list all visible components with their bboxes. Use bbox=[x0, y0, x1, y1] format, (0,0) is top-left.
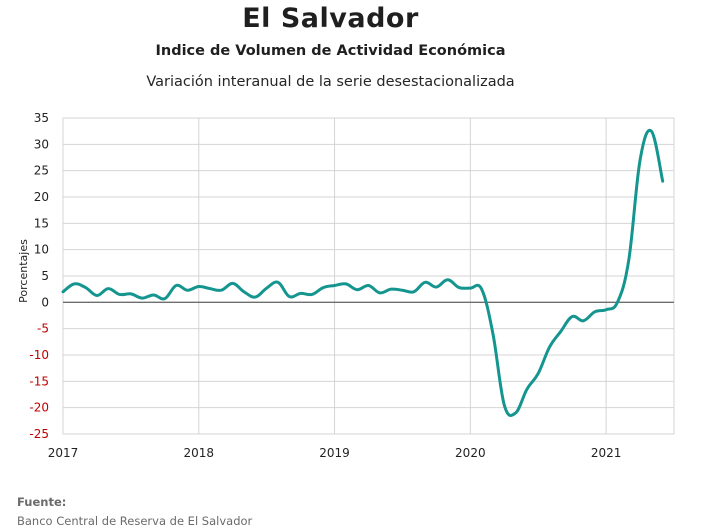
y-tick-label: 15 bbox=[34, 216, 49, 230]
axes bbox=[62, 118, 675, 435]
x-tick-label: 2020 bbox=[455, 446, 486, 460]
x-tick-label: 2017 bbox=[48, 446, 79, 460]
source-label: Fuente: bbox=[17, 495, 67, 509]
y-tick-label: 0 bbox=[41, 295, 49, 309]
grid-lines bbox=[62, 117, 674, 435]
y-axis-label: Porcentajes bbox=[17, 239, 30, 303]
source-text: Banco Central de Reserva de El Salvador bbox=[17, 514, 253, 528]
y-tick-label: 25 bbox=[34, 164, 49, 178]
tick-labels: 35 30 25 20 15 10 5 0 -5 -10 -15 -20 -25 2017 2018 2019… bbox=[29, 111, 621, 460]
series-line-0 bbox=[61, 128, 665, 417]
data-series bbox=[61, 128, 665, 417]
y-tick-label: -20 bbox=[29, 401, 49, 415]
page-title: El Salvador bbox=[242, 3, 419, 34]
x-tick-label: 2021 bbox=[591, 446, 622, 460]
y-tick-label: 35 bbox=[34, 111, 49, 125]
y-tick-label: 5 bbox=[41, 269, 49, 283]
y-tick-label: -10 bbox=[29, 348, 49, 362]
y-tick-label: 20 bbox=[34, 190, 49, 204]
y-tick-label: 10 bbox=[34, 243, 49, 257]
y-tick-label: 30 bbox=[34, 137, 49, 151]
page-subtitle: Indice de Volumen de Actividad Económica bbox=[155, 43, 506, 59]
y-tick-label: -5 bbox=[37, 322, 49, 336]
y-tick-label: -25 bbox=[29, 427, 49, 441]
page-subtitle-2: Variación interanual de la serie desesta… bbox=[146, 74, 515, 90]
x-tick-label: 2019 bbox=[319, 446, 350, 460]
y-tick-label: -15 bbox=[29, 374, 49, 388]
x-tick-label: 2018 bbox=[184, 446, 215, 460]
